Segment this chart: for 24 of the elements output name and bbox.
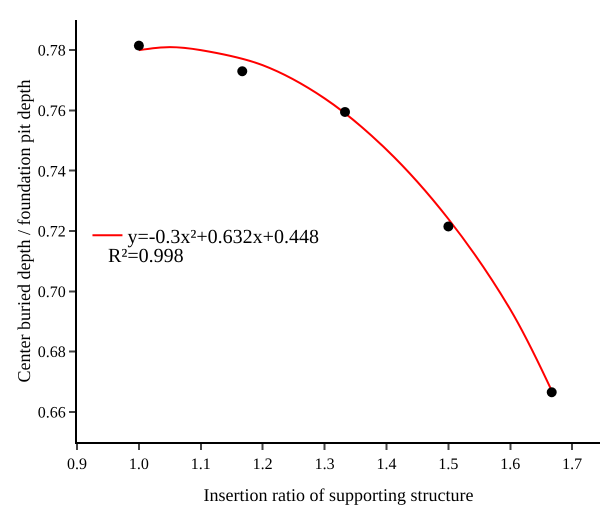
y-tick-label: 0.68 xyxy=(38,344,66,362)
y-tick-label: 0.74 xyxy=(38,163,66,180)
x-tick-label: 1.6 xyxy=(500,456,520,474)
legend-label: y=-0.3x²+0.632x+0.448 xyxy=(127,226,319,248)
y-tick-label: 0.78 xyxy=(38,42,66,60)
x-tick-label: 1.0 xyxy=(128,456,149,474)
point xyxy=(546,387,557,398)
y-tick-label: 0.70 xyxy=(38,284,66,301)
point xyxy=(134,40,144,51)
x-axis-title: Insertion ratio of supporting structure xyxy=(204,485,474,505)
x-tick-label: 1.4 xyxy=(376,456,396,474)
y-tick-label: 0.66 xyxy=(38,404,66,422)
x-tick-label: 1.1 xyxy=(190,456,211,474)
point xyxy=(340,106,350,117)
x-tick-label: 1.7 xyxy=(562,456,582,474)
y-tick-label: 0.76 xyxy=(38,103,66,120)
x-tick-label: 0.9 xyxy=(67,456,87,474)
y-tick-label: 0.72 xyxy=(38,224,66,241)
y-axis-title: Center buried depth / foundation pit depth xyxy=(14,80,34,382)
x-tick-label: 1.2 xyxy=(252,456,273,474)
x-tick-label: 1.3 xyxy=(314,456,335,474)
x-tick-label: 1.5 xyxy=(438,456,458,474)
point xyxy=(237,66,248,76)
point xyxy=(443,221,454,232)
